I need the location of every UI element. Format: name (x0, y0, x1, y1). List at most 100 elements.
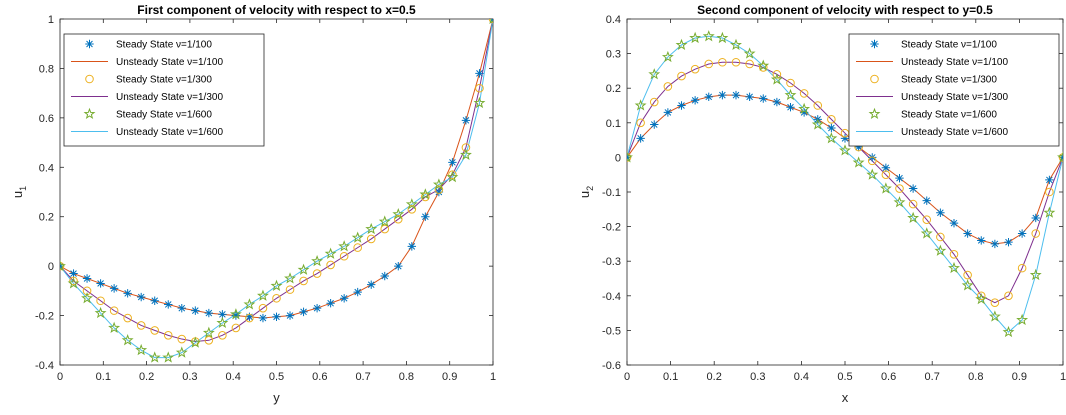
data-point (123, 313, 132, 323)
x-tick-label: 0.5 (837, 371, 852, 383)
data-point (743, 47, 756, 59)
data-point (867, 156, 877, 166)
x-tick-label: 0 (57, 371, 63, 383)
data-point (108, 321, 121, 333)
data-point (177, 303, 186, 313)
legend-item: Steady State ν=1/300 (870, 75, 997, 86)
data-point (1017, 263, 1027, 273)
legend: Steady State ν=1/100 Unsteady State ν=1/1… (63, 33, 265, 147)
data-point (311, 254, 324, 267)
data-point (718, 90, 727, 100)
legend-swatch-marker (83, 107, 96, 120)
data-point (839, 144, 851, 156)
data-point (407, 242, 417, 251)
data-point (977, 236, 986, 245)
data-point (881, 163, 891, 172)
legend-item: Unsteady State ν=1/100 (71, 57, 223, 68)
y-tick-label: 0 (48, 261, 54, 273)
data-point (922, 196, 931, 205)
data-point (990, 239, 1000, 249)
data-point (366, 234, 376, 244)
data-point (162, 351, 175, 363)
markers-2 (60, 19, 493, 346)
data-point (216, 316, 229, 329)
data-point (648, 68, 661, 80)
x-tick-label: 0.7 (355, 371, 370, 383)
data-point (690, 96, 700, 105)
data-point (189, 336, 202, 348)
legend-item: Unsteady State ν=1/300 (856, 92, 1008, 103)
data-point (854, 142, 863, 152)
data-point (69, 276, 78, 286)
data-point (879, 182, 892, 194)
data-point (123, 289, 132, 298)
y-tick-label: 0.3 (606, 49, 621, 61)
data-point (1045, 175, 1054, 185)
data-point (392, 207, 405, 220)
data-point (69, 269, 78, 278)
data-point (96, 296, 105, 306)
legend-item: Unsteady State ν=1/300 (71, 92, 223, 103)
data-point (881, 170, 891, 179)
data-point (150, 326, 160, 335)
data-point (135, 343, 148, 356)
data-point (825, 132, 838, 144)
x-tick-label: 0.5 (269, 371, 284, 383)
data-point (988, 310, 1001, 322)
data-point (380, 224, 390, 234)
data-point (811, 118, 824, 130)
x-tick-label: 0.8 (399, 371, 414, 383)
data-point (121, 334, 134, 346)
data-point (784, 88, 797, 101)
x-axis-label: y (273, 390, 280, 405)
y-tick-label: 0.2 (606, 83, 621, 95)
data-point (459, 148, 472, 160)
data-point (920, 227, 933, 239)
legend-label: Steady State ν=1/600 (116, 110, 212, 121)
data-point (285, 285, 295, 294)
data-point (786, 78, 795, 88)
data-point (976, 291, 986, 301)
y-axis-label-main: u (10, 191, 25, 198)
legend-item: Steady State ν=1/100 (870, 40, 997, 51)
data-point (702, 30, 715, 42)
data-point (231, 311, 241, 320)
data-point (136, 321, 146, 330)
data-point (270, 279, 283, 291)
x-tick-label: 0.7 (925, 371, 940, 383)
data-point (94, 306, 107, 319)
legend-item: Steady State ν=1/100 (85, 40, 212, 51)
data-point (109, 306, 119, 315)
data-point (634, 99, 647, 111)
y-axis-label-main: u (577, 191, 592, 198)
y-tick-label: -0.2 (602, 222, 621, 234)
data-point (367, 280, 376, 289)
data-point (716, 31, 729, 44)
data-point (177, 334, 187, 344)
y-tick-label: 1 (48, 14, 54, 26)
chart-first-component: First component of velocity with respect… (10, 3, 496, 405)
data-point (473, 96, 486, 109)
data-point (661, 50, 674, 63)
series-5 (60, 19, 493, 359)
legend-box (848, 33, 1060, 147)
data-point (324, 247, 337, 259)
data-point (407, 205, 417, 214)
data-point (272, 312, 281, 322)
legend-label: Unsteady State ν=1/300 (116, 92, 223, 103)
data-point (326, 299, 335, 308)
y-axis-label: u2 (577, 186, 595, 198)
data-point (895, 184, 904, 193)
legend-label: Steady State ν=1/300 (116, 75, 212, 86)
data-point (312, 269, 322, 278)
data-point (759, 94, 768, 103)
chart-second-component: Second component of velocity with respec… (577, 3, 1066, 405)
data-point (786, 103, 795, 112)
legend-swatch-marker (85, 39, 94, 49)
data-point (990, 298, 1000, 308)
y-tick-label: -0.2 (35, 311, 54, 323)
data-point (394, 261, 403, 271)
data-point (1017, 229, 1027, 238)
data-point (627, 151, 633, 163)
x-tick-label: 0.6 (312, 371, 327, 383)
